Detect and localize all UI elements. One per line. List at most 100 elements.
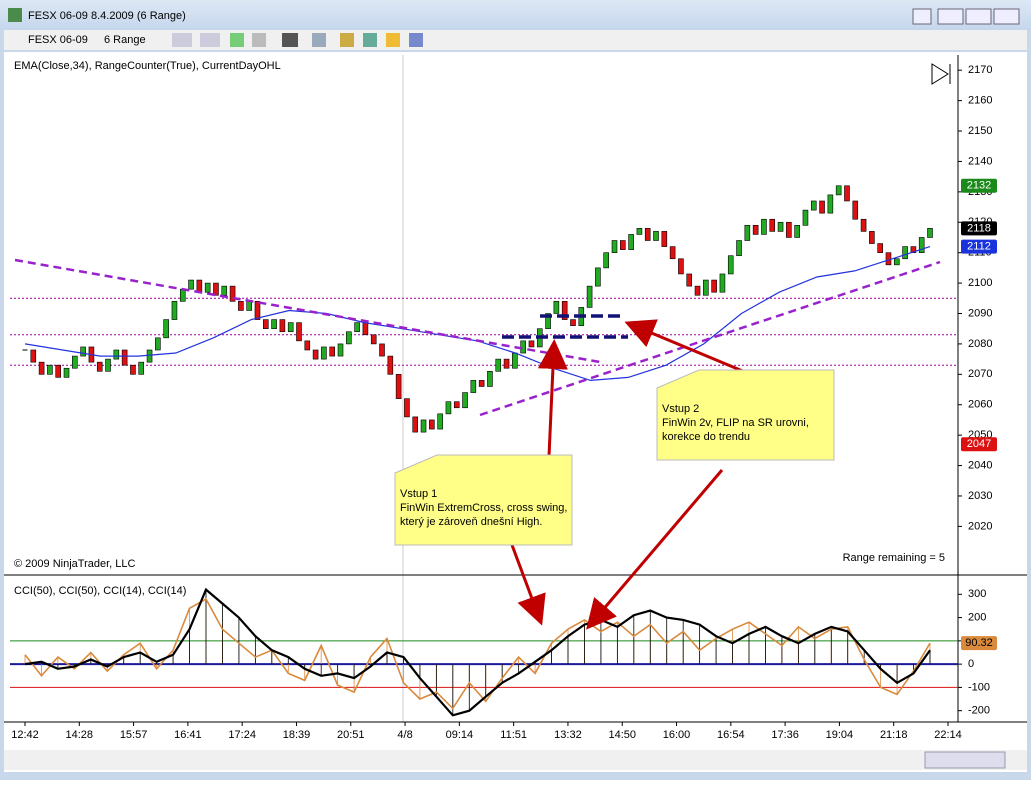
y-tick-label: 2060 — [968, 399, 992, 411]
candle — [179, 288, 186, 302]
candle — [304, 340, 311, 351]
candle — [628, 234, 634, 250]
candle — [819, 200, 825, 214]
instrument-selector[interactable]: FESX 06-09 — [28, 34, 88, 46]
toolbar-icon[interactable] — [312, 33, 326, 47]
candle — [786, 221, 792, 238]
x-tick-label: 16:54 — [717, 729, 745, 741]
note — [394, 454, 573, 546]
candle — [138, 361, 145, 375]
y-tick-label: 2020 — [968, 520, 992, 532]
candle — [835, 185, 842, 196]
toolbar-icon[interactable] — [409, 33, 423, 47]
minimize-button[interactable] — [937, 8, 964, 25]
note-text: FinWin 2v, FLIP na SR urovni, — [662, 417, 809, 429]
candle — [30, 349, 37, 363]
candle — [146, 349, 153, 363]
x-tick-label: 18:39 — [283, 729, 311, 741]
toolbar-icon[interactable] — [172, 33, 192, 47]
x-tick-label: 13:32 — [554, 729, 582, 741]
candle — [262, 319, 269, 330]
x-tick-label: 4/8 — [397, 729, 412, 741]
indicator-label: CCI(50), CCI(50), CCI(14), CCI(14) — [14, 585, 186, 597]
candle — [694, 285, 701, 296]
candle — [570, 319, 576, 326]
candle — [229, 285, 236, 302]
candle — [246, 301, 252, 311]
arrow — [537, 339, 568, 457]
candle — [238, 301, 244, 311]
x-tick-label: 22:14 — [934, 729, 962, 741]
candle — [495, 358, 502, 372]
price-badge-label: 2118 — [967, 222, 991, 234]
toolbar-icon[interactable] — [200, 33, 220, 47]
cci-line — [24, 597, 931, 710]
trend-line — [479, 260, 941, 417]
toolbar-icon[interactable] — [340, 33, 354, 47]
candle — [777, 221, 784, 232]
maximize-button[interactable] — [965, 8, 992, 25]
candle — [412, 416, 419, 433]
candle — [445, 401, 452, 415]
candle — [893, 258, 900, 266]
candle — [47, 364, 53, 375]
candle — [395, 374, 402, 399]
candle — [860, 218, 867, 232]
toolbar-icon[interactable] — [282, 33, 298, 47]
candle — [155, 337, 161, 351]
candle — [711, 279, 717, 293]
y-tick-label: 200 — [968, 611, 986, 623]
candle — [927, 228, 933, 238]
candle — [271, 319, 277, 330]
x-tick-label: 14:28 — [66, 729, 94, 741]
candle — [852, 200, 859, 220]
x-tick-label: 11:51 — [500, 729, 527, 741]
arrow — [586, 469, 724, 630]
candle — [354, 322, 360, 333]
price-badge — [961, 437, 997, 452]
note-text: který je zároveň dnešní High. — [400, 516, 542, 528]
x-tick-label: 16:41 — [174, 729, 202, 741]
candle — [96, 361, 103, 372]
annotations: Vstup 1 FinWin ExtremCross, cross swing,… — [14, 258, 941, 630]
candle — [279, 319, 286, 333]
y-tick-label: 2100 — [968, 277, 992, 289]
candle — [719, 273, 726, 293]
toolbar-icon[interactable] — [230, 33, 244, 47]
price-badge — [961, 239, 997, 254]
candle — [553, 301, 560, 314]
toolbar-icon[interactable] — [386, 33, 400, 47]
candle — [794, 225, 800, 238]
window-title: FESX 06-09 8.4.2009 (6 Range) — [28, 10, 186, 22]
scroll-thumb[interactable] — [924, 751, 1006, 769]
candle — [346, 331, 352, 345]
y-tick-label: 0 — [968, 658, 974, 670]
toolbar-icon[interactable] — [363, 33, 377, 47]
scrollbar[interactable] — [4, 750, 1027, 770]
candle — [113, 349, 120, 360]
candle — [72, 355, 78, 369]
close-button[interactable] — [993, 8, 1020, 25]
link-button[interactable] — [912, 8, 932, 25]
x-tick-label: 14:50 — [608, 729, 636, 741]
y-tick-label: 300 — [968, 588, 986, 600]
indicator-label: EMA(Close,34), RangeCounter(True), Curre… — [14, 60, 281, 72]
candle — [55, 364, 62, 378]
y-tick-label: 2150 — [968, 125, 992, 137]
scroll-end-button[interactable] — [931, 63, 951, 85]
period-selector[interactable]: 6 Range — [104, 34, 146, 46]
candle — [213, 282, 219, 296]
candle — [329, 346, 335, 357]
range-remaining: Range remaining = 5 — [843, 552, 945, 564]
candle — [802, 209, 809, 226]
note-title: Vstup 2 — [662, 403, 699, 415]
candle — [337, 343, 344, 357]
price-badge-label: 90.32 — [965, 637, 993, 649]
toolbar-icon[interactable] — [252, 33, 266, 47]
x-tick-label: 19:04 — [826, 729, 854, 741]
candle — [453, 401, 460, 409]
x-tick-label: 20:51 — [337, 729, 365, 741]
price-badge-label: 2047 — [967, 438, 991, 450]
trend-line — [14, 258, 601, 364]
price-badge — [961, 636, 997, 651]
